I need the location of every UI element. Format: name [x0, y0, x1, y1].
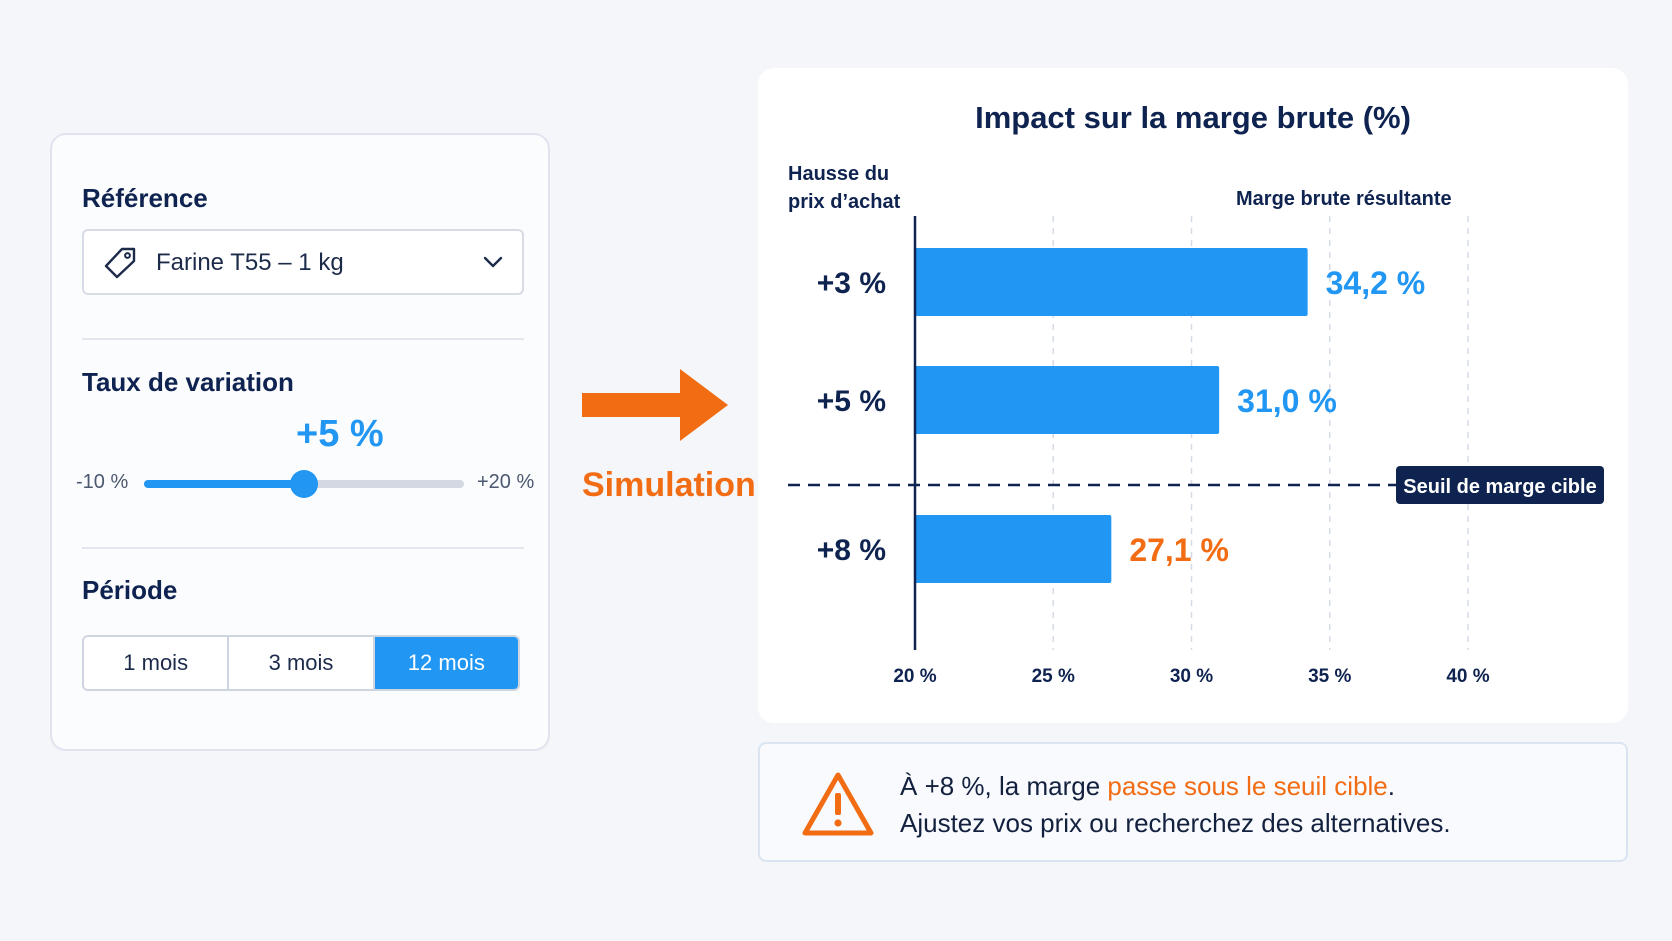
warning-alert: À +8 %, la marge passe sous le seuil cib…: [758, 742, 1628, 862]
alert-message-line2: Ajustez vos prix ou recherchez des alter…: [900, 808, 1451, 838]
x-tick-label: 40 %: [1446, 666, 1489, 687]
chart-plot: 34,2 % +3 % 31,0 % +5 % 27,1 % +8 % Seuil de m…: [788, 216, 1604, 687]
reference-select[interactable]: Farine T55 – 1 kg: [82, 229, 524, 295]
chevron-down-icon: [482, 251, 504, 278]
simulation-label: Simulation: [582, 466, 756, 504]
alert-highlight: passe sous le seuil cible: [1107, 771, 1388, 801]
slider-min-label: -10 %: [76, 471, 129, 493]
chart-title: Impact sur la marge brute (%): [975, 100, 1411, 135]
category-label: +5 %: [817, 385, 886, 418]
variation-title: Taux de variation: [82, 367, 294, 397]
reference-select-value: Farine T55 – 1 kg: [156, 249, 344, 276]
slider-fill: [144, 480, 304, 488]
period-option-3-mois[interactable]: 3 mois: [229, 637, 375, 689]
x-tick-label: 20 %: [893, 666, 936, 687]
arrow-right-icon: [582, 369, 728, 441]
bar: [915, 366, 1220, 434]
section-divider: [82, 547, 524, 549]
period-title: Période: [82, 575, 178, 605]
reference-title: Référence: [82, 183, 208, 213]
slider-max-label: +20 %: [477, 471, 535, 493]
section-divider: [82, 338, 524, 340]
variation-slider[interactable]: [144, 470, 464, 498]
x-tick-label: 25 %: [1032, 666, 1075, 687]
chart-x-axis-label: Marge brute résultante: [1236, 188, 1452, 210]
category-label: +3 %: [817, 267, 886, 300]
bar: [915, 515, 1112, 583]
slider-value-label: +5 %: [296, 413, 384, 455]
margin-impact-chart: Impact sur la marge brute (%) Hausse du …: [758, 68, 1628, 723]
threshold-label: Seuil de marge cible: [1403, 476, 1596, 498]
x-tick-label: 35 %: [1308, 666, 1351, 687]
period-selector: 1 mois 3 mois 12 mois: [82, 635, 520, 691]
bar: [915, 248, 1308, 316]
bar-value-label: 31,0 %: [1237, 383, 1337, 419]
category-label: +8 %: [817, 534, 886, 567]
bar-value-label: 27,1 %: [1129, 532, 1229, 568]
chart-y-axis-label: Hausse du prix d’achat: [788, 163, 901, 213]
simulation-controls-panel: Référence Farine T55 – 1 kg Taux de vari…: [50, 133, 550, 751]
alert-message-line1: À +8 %, la marge passe sous le seuil cib…: [900, 771, 1396, 801]
period-option-12-mois[interactable]: 12 mois: [374, 637, 518, 689]
warning-icon: [802, 771, 874, 842]
price-tag-icon: [102, 246, 138, 285]
x-tick-label: 30 %: [1170, 666, 1213, 687]
slider-thumb[interactable]: [290, 470, 318, 498]
threshold-badge: [1396, 466, 1604, 504]
bar-value-label: 34,2 %: [1326, 265, 1426, 301]
period-option-1-mois[interactable]: 1 mois: [84, 637, 230, 689]
